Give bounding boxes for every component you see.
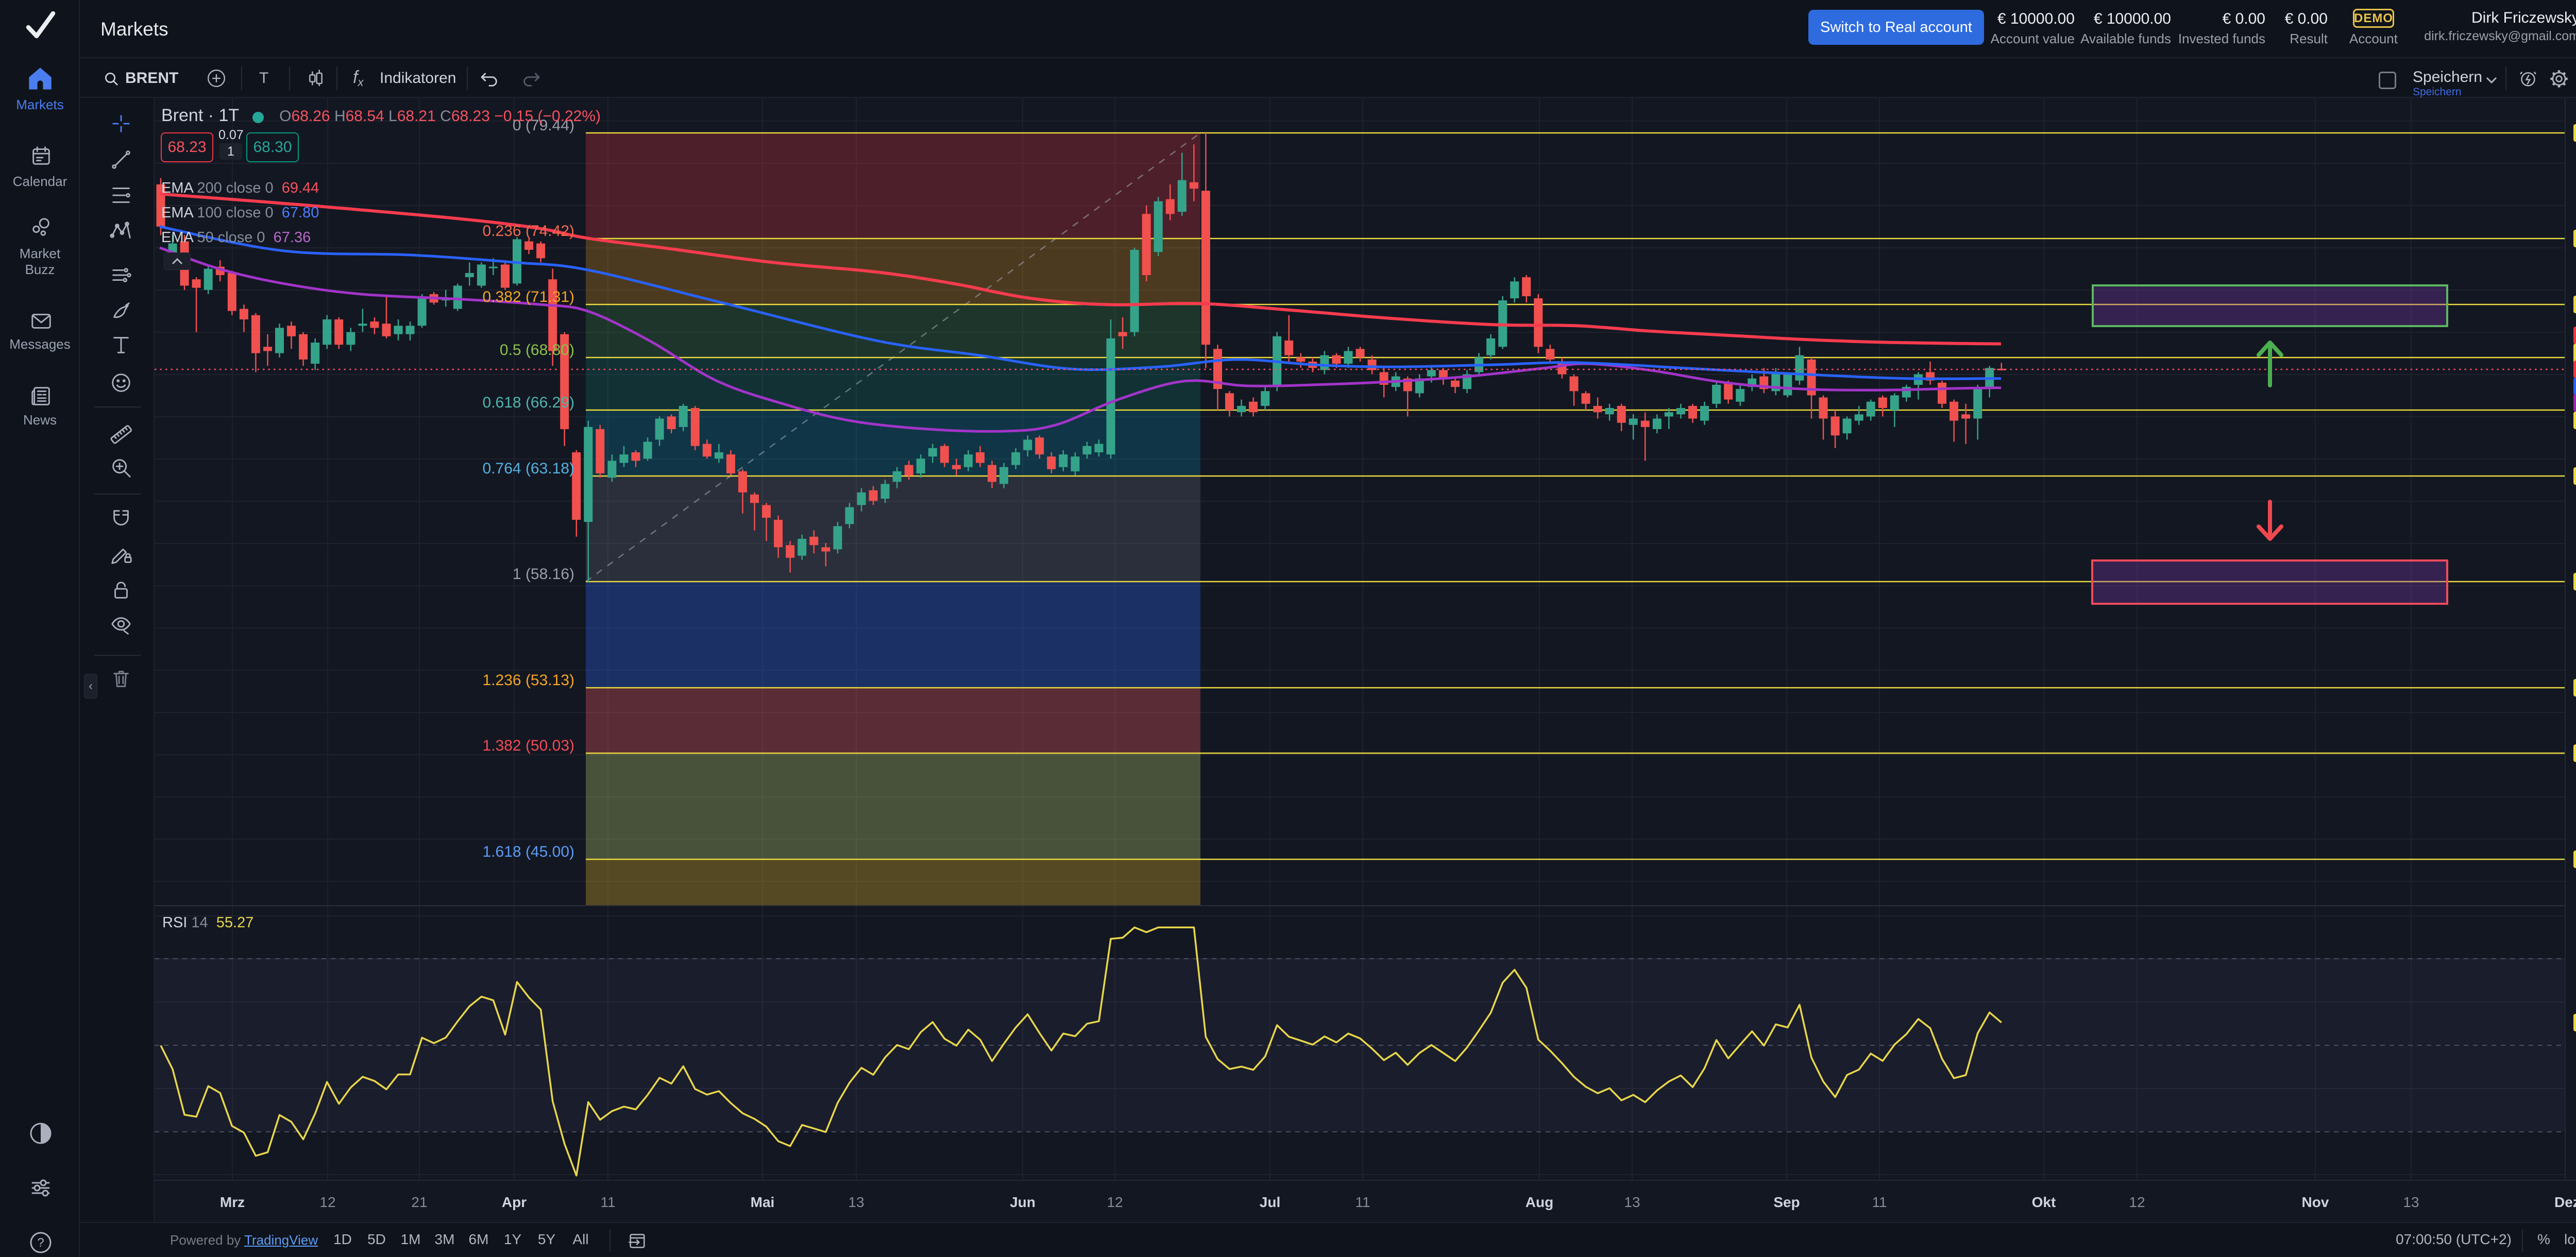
svg-text:?: ? (37, 1236, 44, 1250)
